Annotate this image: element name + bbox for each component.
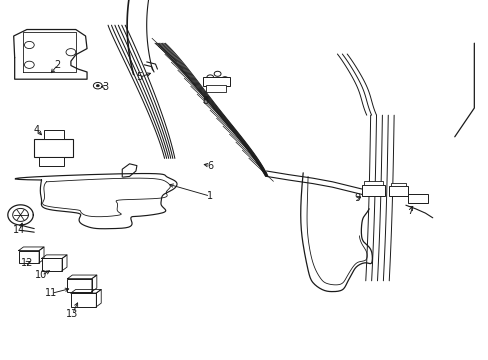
Bar bbox=[41, 258, 62, 271]
Text: 10: 10 bbox=[35, 270, 48, 280]
Bar bbox=[390, 183, 406, 186]
Bar bbox=[364, 181, 382, 185]
Text: 8: 8 bbox=[202, 96, 208, 106]
Text: 11: 11 bbox=[45, 288, 58, 298]
Text: 3: 3 bbox=[102, 82, 108, 92]
Bar bbox=[39, 157, 63, 166]
Text: 12: 12 bbox=[20, 258, 33, 268]
Bar bbox=[19, 251, 39, 263]
Circle shape bbox=[96, 85, 99, 87]
Bar bbox=[203, 77, 229, 86]
Text: 7: 7 bbox=[407, 206, 413, 216]
Bar bbox=[34, 139, 73, 157]
Bar bbox=[67, 279, 92, 292]
Text: 4: 4 bbox=[34, 125, 40, 135]
Bar bbox=[44, 130, 63, 139]
Text: 2: 2 bbox=[55, 60, 61, 70]
Bar bbox=[206, 85, 225, 92]
Text: 6: 6 bbox=[207, 161, 213, 171]
Text: 14: 14 bbox=[13, 225, 26, 235]
Text: 13: 13 bbox=[66, 309, 79, 319]
Text: 5: 5 bbox=[136, 72, 142, 82]
Bar bbox=[71, 293, 96, 307]
Bar bbox=[388, 186, 407, 196]
Bar bbox=[407, 194, 427, 203]
Text: 9: 9 bbox=[353, 193, 359, 203]
Bar bbox=[361, 185, 385, 196]
Text: 1: 1 bbox=[207, 191, 213, 201]
